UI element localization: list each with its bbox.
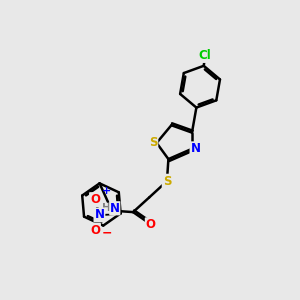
Text: N: N: [110, 202, 120, 215]
Text: +: +: [101, 186, 111, 196]
Text: −: −: [101, 226, 112, 239]
Text: S: S: [163, 175, 171, 188]
Text: O: O: [90, 193, 100, 206]
Text: O: O: [146, 218, 156, 231]
Text: N: N: [190, 142, 200, 155]
Text: Cl: Cl: [199, 49, 211, 62]
Text: S: S: [149, 136, 157, 149]
Text: H: H: [102, 203, 111, 213]
Text: N: N: [94, 208, 104, 221]
Text: O: O: [90, 224, 100, 237]
